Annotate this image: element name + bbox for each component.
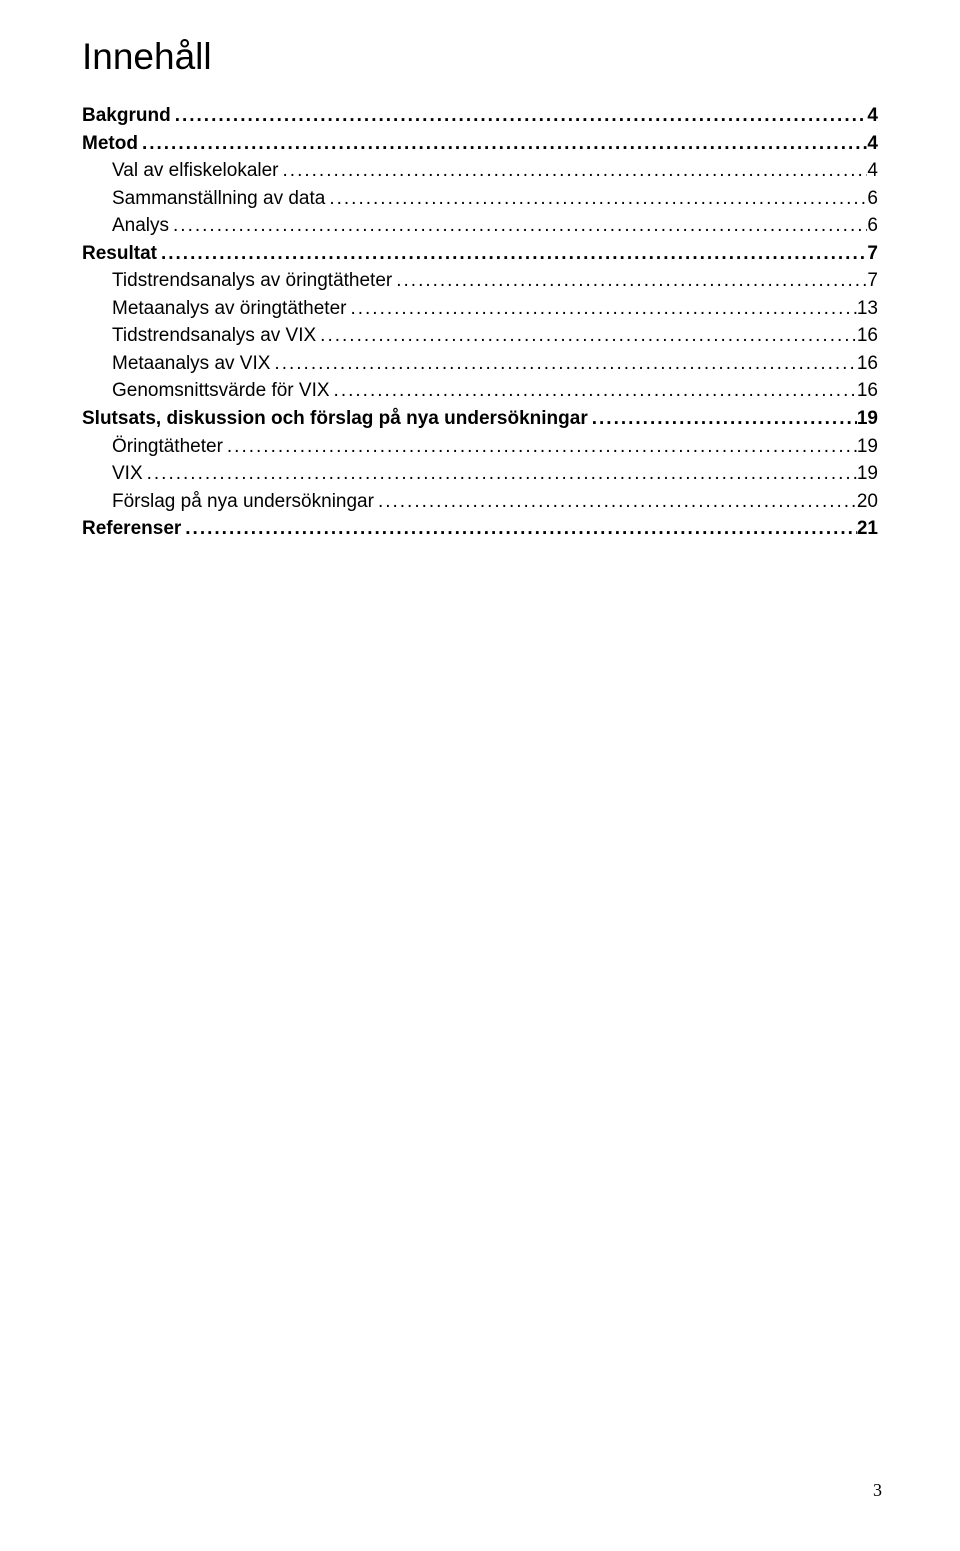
toc-line: Tidstrendsanalys av VIX 16 [82,322,878,350]
toc-label: Bakgrund [82,102,171,130]
toc-page: 19 [857,405,878,433]
page-number: 3 [873,1480,882,1501]
toc-line: Slutsats, diskussion och förslag på nya … [82,405,878,433]
toc-leader-dots [392,267,867,295]
toc-line: Referenser 21 [82,515,878,543]
toc-line: Analys 6 [82,212,878,240]
toc-label: Tidstrendsanalys av VIX [112,322,316,350]
toc-line: VIX 19 [82,460,878,488]
toc-line: Val av elfiskelokaler 4 [82,157,878,185]
toc-label: Metaanalys av öringtätheter [112,295,346,323]
toc-line: Tidstrendsanalys av öringtätheter 7 [82,267,878,295]
toc-page: 6 [867,185,878,213]
toc-line: Genomsnittsvärde för VIX 16 [82,377,878,405]
toc-page: 7 [867,267,878,295]
toc-page: 21 [857,515,878,543]
toc-label: Val av elfiskelokaler [112,157,279,185]
toc-page: 7 [867,240,878,268]
toc-page: 13 [857,295,878,323]
toc-label: Analys [112,212,169,240]
toc-leader-dots [325,185,867,213]
toc-line: Resultat 7 [82,240,878,268]
toc-label: Slutsats, diskussion och förslag på nya … [82,405,588,433]
toc-leader-dots [279,157,868,185]
toc-label: Förslag på nya undersökningar [112,488,374,516]
toc-leader-dots [181,515,857,543]
toc-page: 19 [857,433,878,461]
toc-label: Öringtätheter [112,433,223,461]
toc-page: 6 [867,212,878,240]
toc-leader-dots [138,130,867,158]
page-title: Innehåll [82,36,878,78]
toc-line: Bakgrund 4 [82,102,878,130]
toc-line: Öringtätheter 19 [82,433,878,461]
toc-page: 16 [857,377,878,405]
toc-leader-dots [374,488,857,516]
toc-line: Sammanställning av data 6 [82,185,878,213]
toc-leader-dots [346,295,856,323]
toc-label: Resultat [82,240,157,268]
toc-leader-dots [330,377,857,405]
toc-leader-dots [157,240,867,268]
toc-page: 4 [867,157,878,185]
toc-line: Metaanalys av öringtätheter 13 [82,295,878,323]
toc-label: Metod [82,130,138,158]
toc-line: Metaanalys av VIX 16 [82,350,878,378]
toc-label: Metaanalys av VIX [112,350,270,378]
toc-leader-dots [143,460,857,488]
toc-page: 16 [857,322,878,350]
toc-leader-dots [316,322,857,350]
toc-line: Förslag på nya undersökningar 20 [82,488,878,516]
toc-leader-dots [588,405,857,433]
toc-page: 19 [857,460,878,488]
toc-leader-dots [169,212,867,240]
toc-page: 4 [867,130,878,158]
toc-label: Sammanställning av data [112,185,325,213]
toc-label: Referenser [82,515,181,543]
toc-line: Metod 4 [82,130,878,158]
toc-leader-dots [223,433,857,461]
toc-page: 20 [857,488,878,516]
toc-leader-dots [171,102,868,130]
table-of-contents: Bakgrund4Metod4Val av elfiskelokaler4Sam… [82,102,878,543]
toc-label: VIX [112,460,143,488]
toc-leader-dots [270,350,856,378]
toc-label: Genomsnittsvärde för VIX [112,377,330,405]
toc-label: Tidstrendsanalys av öringtätheter [112,267,392,295]
toc-page: 4 [867,102,878,130]
toc-page: 16 [857,350,878,378]
